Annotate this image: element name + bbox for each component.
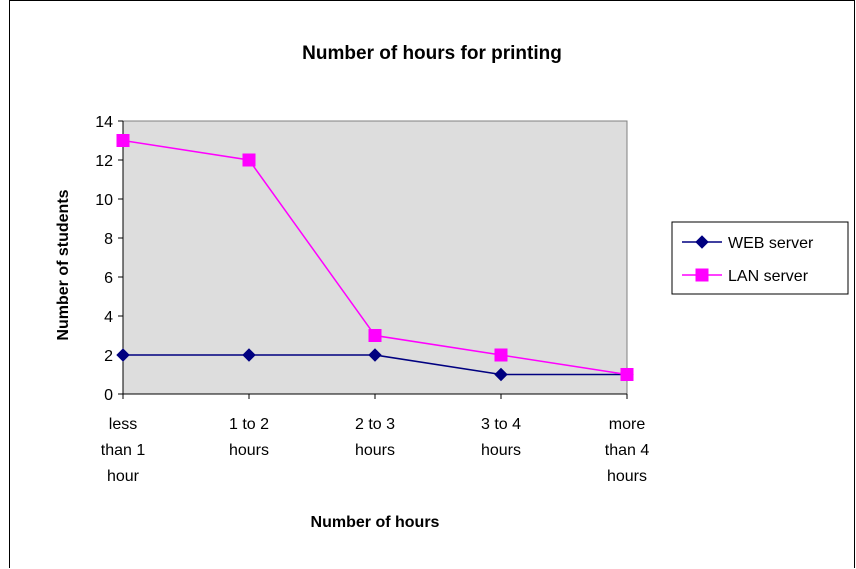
- legend-label-lan-server: LAN server: [728, 268, 809, 285]
- y-axis-title: Number of students: [55, 189, 72, 340]
- x-tick-label: hours: [355, 442, 395, 459]
- data-point-lan-server: [116, 134, 130, 147]
- data-point-lan-server: [494, 348, 508, 362]
- data-point-web-server: [368, 348, 382, 362]
- x-tick-label: 2 to 3: [355, 416, 395, 433]
- x-tick-label: 3 to 4: [481, 416, 521, 433]
- x-tick-label: hours: [229, 442, 269, 459]
- data-point-lan-server: [368, 329, 382, 342]
- x-tick-label: than 4: [605, 442, 650, 459]
- y-tick-label: 12: [95, 153, 113, 170]
- data-point-web-server: [494, 367, 508, 382]
- x-tick-label: hours: [481, 442, 521, 459]
- y-tick-label: 0: [104, 387, 113, 404]
- chart-title: Number of hours for printing: [302, 43, 562, 64]
- x-axis-title: Number of hours: [311, 514, 440, 531]
- x-tick-label: hours: [607, 468, 647, 485]
- legend-marker-web-server: [695, 235, 709, 249]
- legend: WEB server LAN server: [671, 221, 849, 295]
- data-point-web-server: [242, 348, 256, 362]
- legend-label-web-server: WEB server: [728, 235, 814, 252]
- x-tick-label: less: [109, 416, 137, 433]
- x-tick-label: than 1: [101, 442, 146, 459]
- data-point-lan-server: [620, 368, 634, 381]
- y-tick-label: 2: [104, 348, 113, 365]
- x-tick-label: 1 to 2: [229, 416, 269, 433]
- x-tick-label: hour: [107, 468, 140, 485]
- chart-border: [9, 0, 855, 568]
- legend-box: [671, 221, 849, 295]
- y-tick-label: 10: [95, 192, 113, 209]
- legend-marker-lan-server: [695, 268, 709, 282]
- x-tick-label: more: [609, 416, 646, 433]
- data-point-web-server: [116, 348, 130, 362]
- data-point-lan-server: [242, 153, 256, 167]
- y-tick-label: 4: [104, 309, 113, 326]
- y-tick-label: 8: [104, 231, 113, 248]
- y-tick-label: 6: [104, 270, 113, 287]
- y-tick-label: 14: [95, 114, 113, 131]
